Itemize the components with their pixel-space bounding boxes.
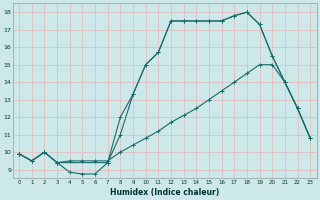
X-axis label: Humidex (Indice chaleur): Humidex (Indice chaleur) [110, 188, 219, 197]
